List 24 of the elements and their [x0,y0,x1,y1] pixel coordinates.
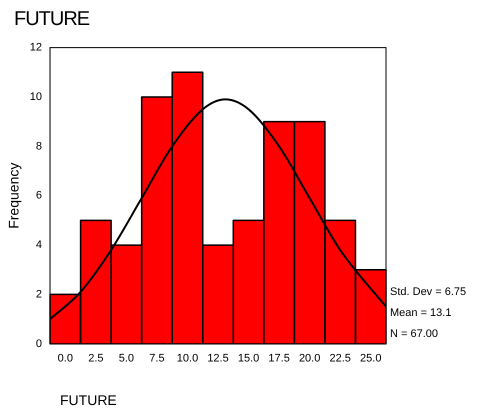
x-axis-title: FUTURE [60,392,117,408]
y-tick-label: 0 [36,338,42,350]
y-tick-label: 10 [30,91,42,103]
text: Std. Dev = 6.75 [390,286,466,298]
x-tick-label: 17.5 [268,352,290,364]
y-tick-label: 12 [30,42,42,54]
x-tick-label: 15.0 [238,352,260,364]
y-tick-label: 2 [36,288,42,300]
x-tick-label: 22.5 [329,352,351,364]
x-tick-label: 25.0 [360,352,382,364]
chart-title: FUTURE [14,8,90,31]
y-axis-title: Frequency [5,162,22,229]
x-tick-label: 7.5 [149,352,165,364]
x-tick-label: 10.0 [176,352,198,364]
y-tick-label: 6 [36,190,42,202]
x-tick-label: 2.5 [88,352,104,364]
x-tick-label: 0.0 [58,352,73,364]
text: Mean = 13.1 [390,306,452,319]
y-tick-label: 4 [36,239,42,252]
x-tick-label: 5.0 [118,352,134,364]
text: N = 67.00 [390,328,438,340]
y-tick-label: 8 [36,140,42,152]
x-tick-label: 20.0 [298,352,320,364]
x-tick-label: 12.5 [207,352,229,364]
